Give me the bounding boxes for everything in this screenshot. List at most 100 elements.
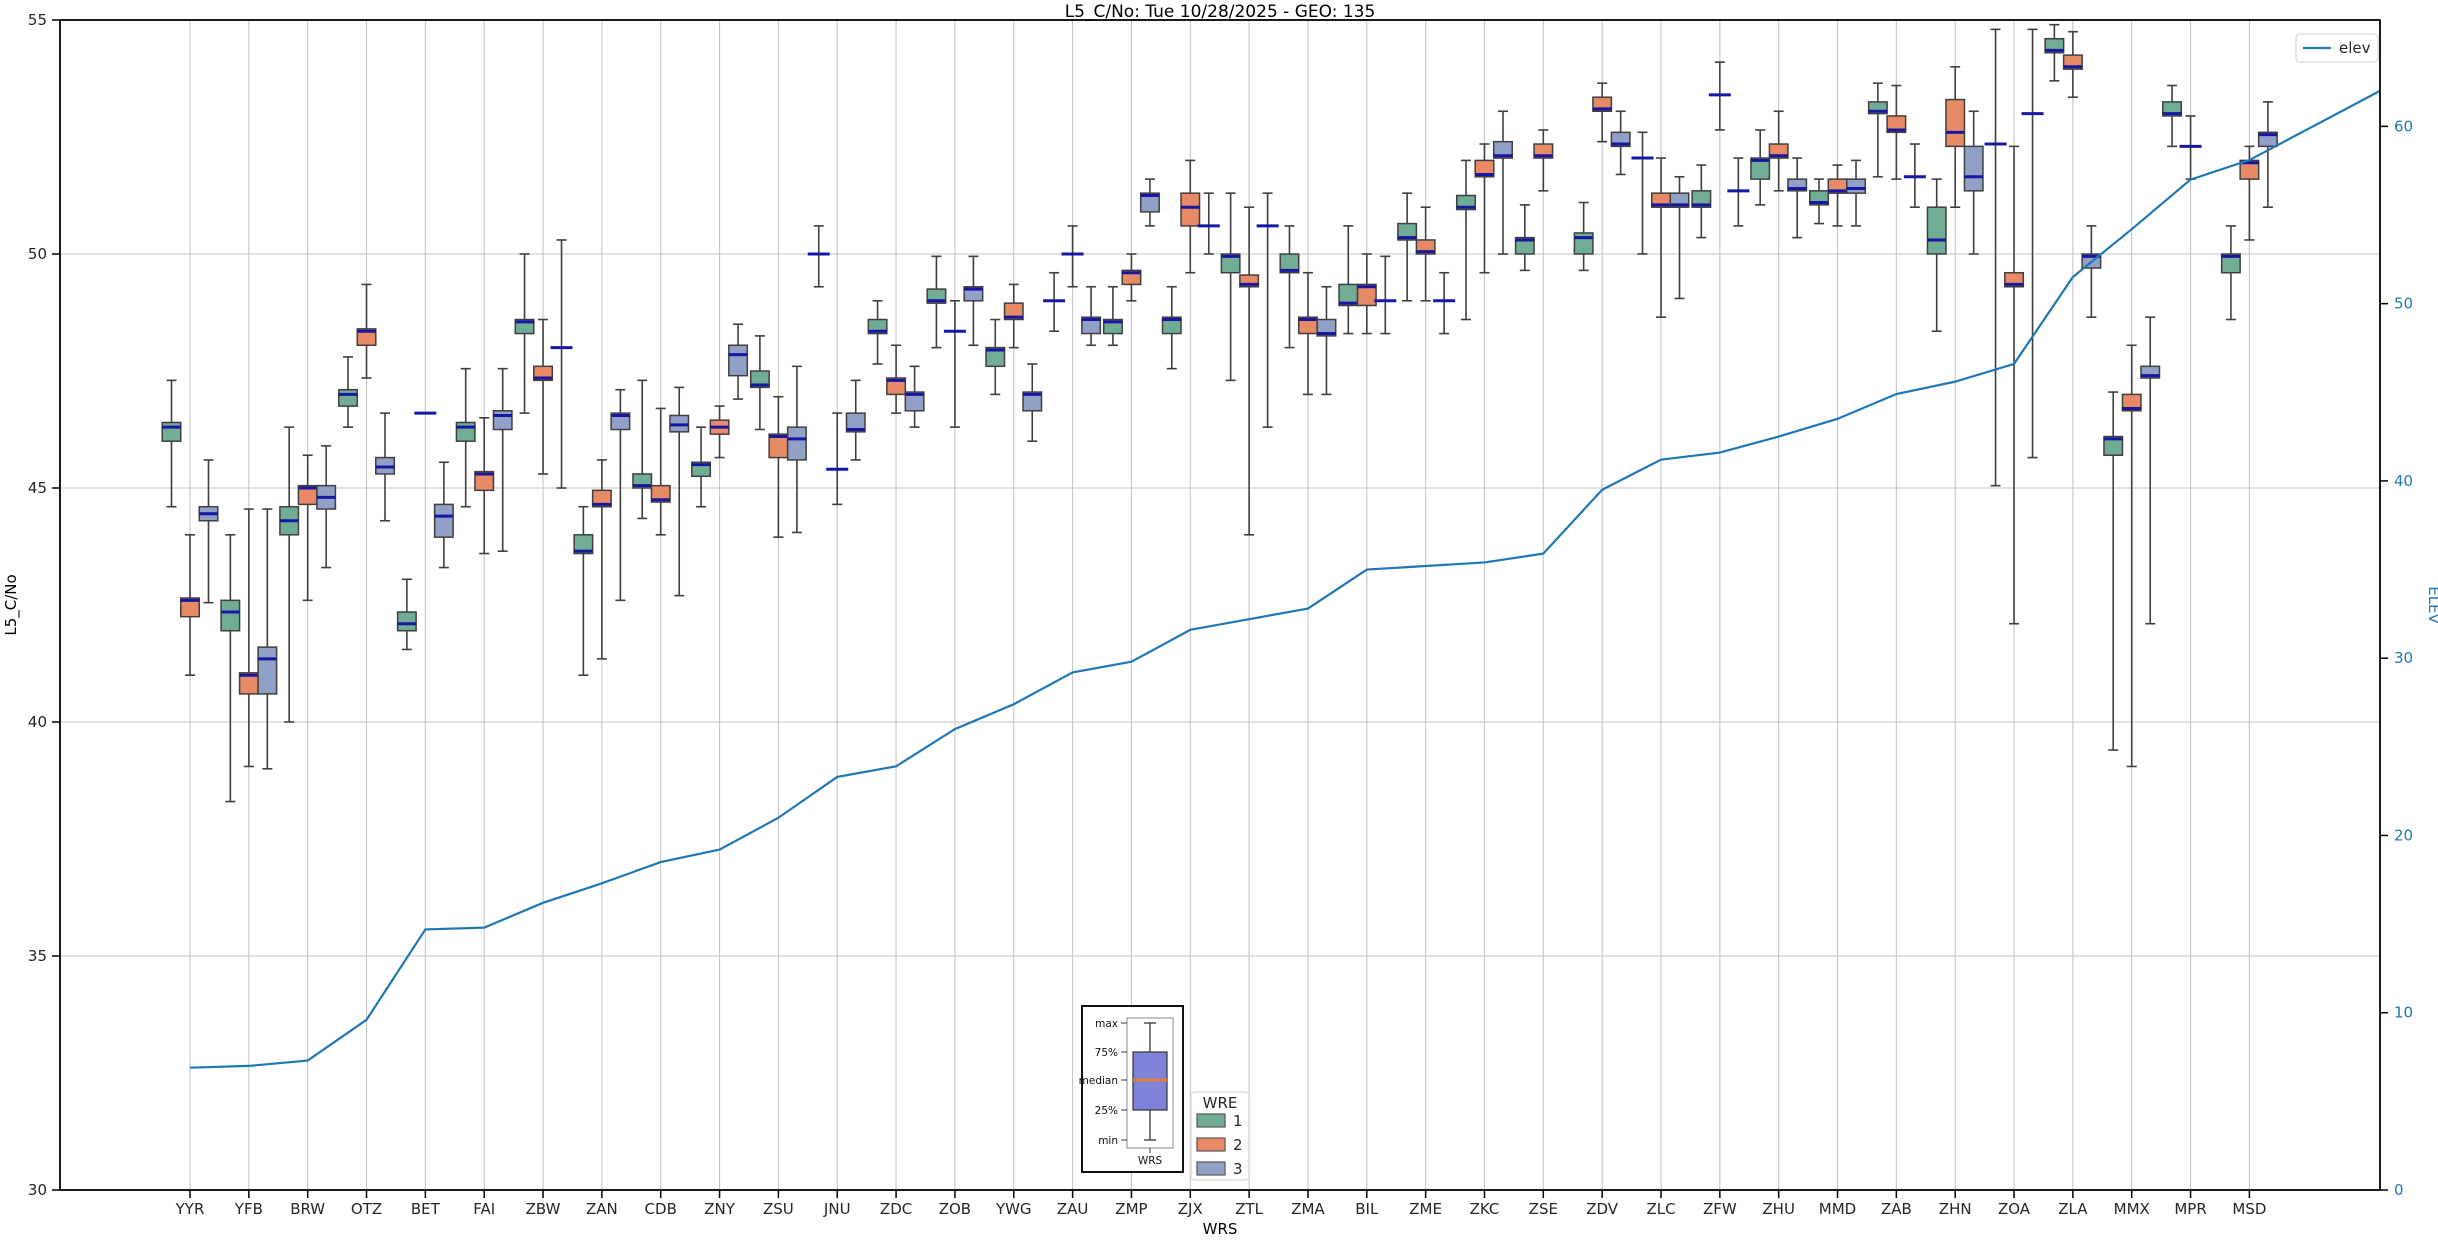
box	[1492, 140, 1513, 159]
box	[2121, 393, 2142, 412]
box	[1514, 236, 1535, 255]
box	[2103, 435, 2124, 456]
box	[749, 370, 770, 389]
box	[845, 412, 866, 433]
x-tick-label: JNU	[823, 1200, 851, 1218]
box	[433, 503, 454, 538]
y-tick-label-right: 60	[2394, 117, 2413, 135]
x-tick-label: ZMP	[1115, 1200, 1147, 1218]
chart-title: L5_C/No: Tue 10/28/2025 - GEO: 135	[1065, 2, 1376, 22]
box	[396, 611, 417, 632]
box	[2140, 365, 2161, 379]
x-axis-label: WRS	[1203, 1220, 1238, 1238]
x-tick-label: ZFW	[1703, 1200, 1737, 1218]
elev-line	[189, 89, 2381, 1069]
x-tick-label: YWG	[995, 1200, 1032, 1218]
y-tick-label-left: 30	[28, 1181, 47, 1199]
box	[1886, 115, 1907, 134]
box	[257, 646, 278, 695]
x-tick-label: ZOA	[1998, 1200, 2031, 1218]
wre-label-1: 1	[1233, 1112, 1243, 1130]
box	[728, 344, 749, 377]
elev-legend-label: elev	[2339, 39, 2371, 57]
inset-label-75: 75%	[1095, 1047, 1118, 1059]
plot-border	[59, 19, 2381, 1191]
y-tick-label-left: 45	[28, 479, 47, 497]
x-tick-label: ZSU	[763, 1200, 794, 1218]
box	[1139, 192, 1160, 213]
x-tick-label: BIL	[1355, 1200, 1379, 1218]
box	[474, 470, 495, 492]
box	[1963, 145, 1984, 192]
x-tick-label: BET	[411, 1200, 441, 1218]
x-tick-label: ZHN	[1939, 1200, 1972, 1218]
inset-xlabel: WRS	[1138, 1155, 1163, 1167]
box	[904, 391, 925, 412]
box	[1220, 253, 1241, 274]
wre-label-3: 3	[1233, 1160, 1243, 1178]
x-tick-label: ZSE	[1529, 1200, 1558, 1218]
x-tick-label: MMD	[1819, 1200, 1856, 1218]
box	[1239, 274, 1260, 288]
box	[610, 412, 631, 431]
wre-label-2: 2	[1233, 1136, 1243, 1154]
x-tick-label: YFB	[234, 1200, 263, 1218]
wre-legend: WRE 1 2 3	[1190, 1091, 1250, 1181]
box	[1691, 190, 1712, 208]
x-tick-label: ZAB	[1881, 1200, 1912, 1218]
box	[985, 346, 1006, 368]
box	[455, 421, 476, 442]
x-tick-label: MSD	[2232, 1200, 2266, 1218]
x-tick-label: CDB	[645, 1200, 677, 1218]
inset-label-median: median	[1079, 1075, 1118, 1087]
x-tick-label: ZDC	[880, 1200, 912, 1218]
x-tick-label: ZLA	[2058, 1200, 2088, 1218]
box	[492, 410, 513, 431]
box	[1926, 206, 1947, 255]
x-tick-label: ZBW	[526, 1200, 561, 1218]
y-tick-label-right: 20	[2394, 826, 2413, 844]
box	[650, 484, 671, 503]
box	[338, 388, 359, 407]
inset-label-max: max	[1095, 1018, 1118, 1030]
plot-area: 30 35 40 45 50 55 0 10 20 30 40 50 60 YYR YFB BRW OTZ BET…	[28, 11, 2413, 1218]
inset-label-min: min	[1098, 1135, 1118, 1147]
y-tick-label-left: 50	[28, 245, 47, 263]
box	[1867, 101, 1888, 115]
box	[886, 377, 907, 396]
y-axis-label-right: ELEV	[2425, 586, 2438, 624]
box	[1022, 391, 1043, 412]
box	[161, 421, 182, 442]
inset-legend: max 75% median 25% min WRS	[1079, 1005, 1184, 1173]
y-tick-label-left: 35	[28, 947, 47, 965]
box	[786, 426, 807, 461]
y-tick-label-right: 30	[2394, 649, 2413, 667]
y-tick-label-left: 55	[28, 11, 47, 29]
box	[180, 597, 200, 618]
x-tick-label: BRW	[290, 1200, 325, 1218]
x-tick-label: ZKC	[1470, 1200, 1500, 1218]
x-tick-label: ZHU	[1762, 1200, 1795, 1218]
box	[1846, 178, 1867, 194]
y-axis-label-left: L5_C/No	[2, 574, 21, 635]
x-tick-label: MPR	[2174, 1200, 2206, 1218]
y-tick-label-right: 0	[2394, 1181, 2404, 1199]
wre-legend-title: WRE	[1203, 1094, 1238, 1112]
x-tick-label: ZAU	[1057, 1200, 1089, 1218]
wre-swatch-1	[1196, 1113, 1226, 1128]
box	[220, 599, 241, 632]
x-tick-label: ZOB	[939, 1200, 971, 1218]
y-tick-label-right: 10	[2394, 1004, 2413, 1022]
box	[1180, 192, 1201, 227]
x-tick-label: OTZ	[351, 1200, 382, 1218]
box	[1945, 98, 1966, 148]
box	[1356, 283, 1377, 307]
y-tick-label-left: 40	[28, 713, 47, 731]
x-tick-label: MMX	[2114, 1200, 2150, 1218]
x-tick-label: ZLC	[1646, 1200, 1675, 1218]
inset-label-25: 25%	[1095, 1105, 1118, 1117]
elev-legend-frame	[2295, 33, 2379, 63]
x-tick-label: ZTL	[1235, 1200, 1263, 1218]
